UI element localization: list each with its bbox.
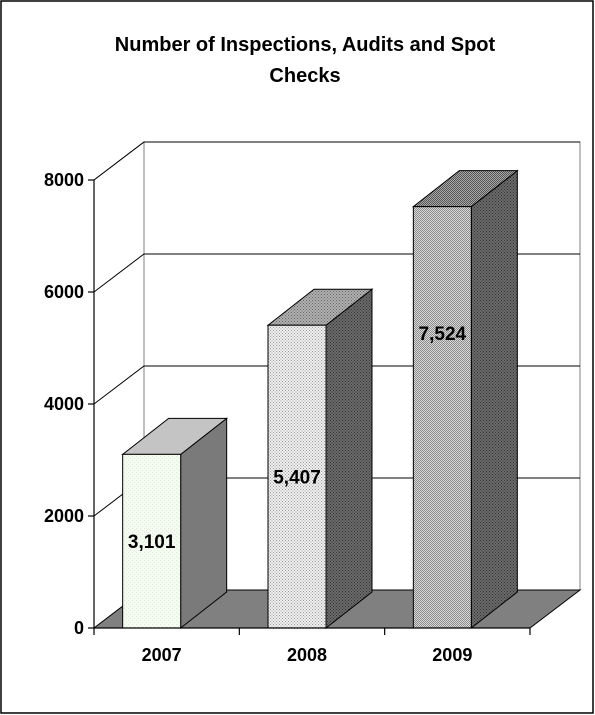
chart-title-line-2: Checks — [269, 65, 340, 87]
y-tick-label: 8000 — [44, 170, 84, 190]
bars: 3,101 5,407 7,524 — [121, 169, 519, 630]
bar-side — [470, 169, 518, 630]
y-tick-label: 2000 — [44, 506, 84, 526]
y-axis: 0 2000 4000 6000 8000 — [44, 170, 95, 638]
chart-title-line-1: Number of Inspections, Audits and Spot — [115, 34, 496, 56]
x-tick-label: 2008 — [287, 645, 327, 665]
x-tick-label: 2007 — [142, 645, 182, 665]
y-tick-label: 4000 — [44, 394, 84, 414]
data-label: 3,101 — [128, 532, 176, 553]
x-axis: 2007 2008 2009 — [93, 627, 531, 665]
data-label: 5,407 — [273, 468, 321, 489]
x-tick-label: 2009 — [432, 645, 472, 665]
gridline — [93, 141, 580, 181]
y-tick-label: 6000 — [44, 282, 84, 302]
bar-2008: 5,407 — [266, 288, 374, 630]
data-label: 7,524 — [419, 324, 467, 345]
y-tick-label: 0 — [74, 618, 84, 638]
bar-2009: 7,524 — [411, 169, 519, 630]
bar-side — [325, 288, 373, 630]
bar-front — [122, 453, 182, 629]
bar-front — [412, 206, 472, 629]
bar-side — [180, 417, 228, 630]
bar-2007: 3,101 — [121, 417, 229, 630]
